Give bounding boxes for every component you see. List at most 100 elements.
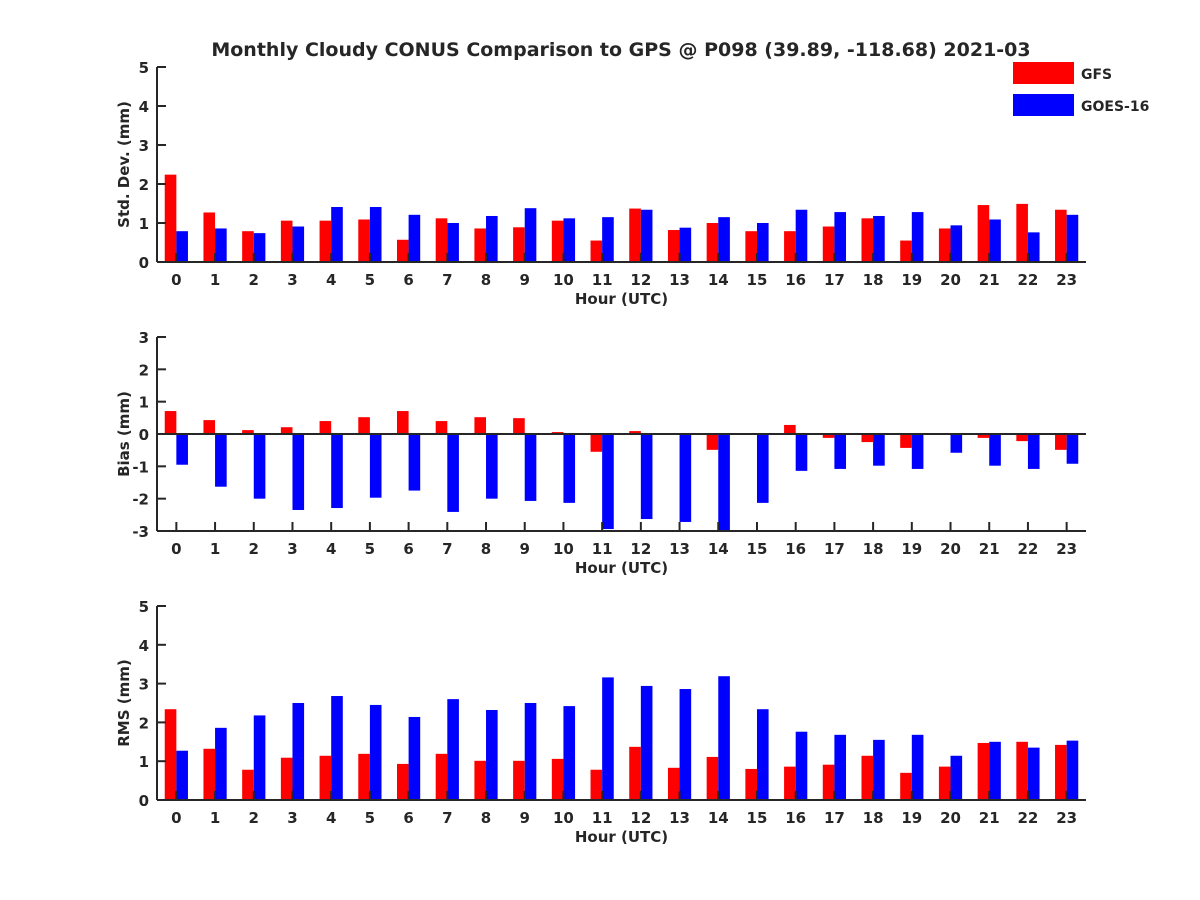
x-tick-label: 0 [171,809,181,827]
x-tick-label: 21 [979,809,1000,827]
bar-gfs-hour-2 [242,430,254,434]
bar-gfs-hour-12 [629,431,641,434]
x-tick-label: 14 [708,540,729,558]
bar-goes-16-hour-18 [873,434,885,466]
x-tick-label: 9 [520,271,530,289]
bar-goes-16-hour-6 [408,716,421,800]
y-tick-label: 2 [139,714,149,732]
x-tick-label: 2 [249,540,259,558]
legend-swatch-gfs [1013,62,1074,84]
bar-gfs-hour-8 [474,417,487,434]
x-tick-label: 18 [863,540,884,558]
bar-goes-16-hour-14 [718,676,730,800]
bar-goes-16-hour-8 [486,215,498,262]
legend-swatch-goes-16 [1013,94,1074,116]
bar-goes-16-hour-2 [253,715,266,800]
bar-gfs-hour-2 [242,769,254,800]
bar-goes-16-hour-20 [950,755,963,800]
bar-goes-16-hour-9 [524,208,537,262]
bar-goes-16-hour-0 [176,434,188,465]
bar-gfs-hour-19 [900,434,912,448]
legend: GFS GOES-16 [1013,62,1149,116]
y-tick-label: 5 [139,598,149,616]
bar-gfs-hour-1 [203,212,216,262]
bar-goes-16-hour-4 [331,434,343,509]
bar-gfs-hour-16 [784,231,796,262]
bar-goes-16-hour-19 [911,734,924,800]
y-tick-label: 3 [139,676,149,694]
x-axis-label: Hour (UTC) [575,290,668,308]
bar-gfs-hour-7 [435,218,448,262]
bar-goes-16-hour-8 [486,709,498,800]
bar-gfs-hour-12 [629,208,641,262]
bar-goes-16-hour-17 [834,734,847,800]
x-tick-label: 10 [553,540,574,558]
x-tick-label: 5 [365,540,375,558]
bar-goes-16-hour-1 [215,434,227,487]
bar-goes-16-hour-16 [795,209,808,262]
x-tick-label: 17 [824,809,845,827]
bar-goes-16-hour-16 [795,731,808,800]
x-tick-label: 9 [520,540,530,558]
x-tick-label: 15 [747,809,768,827]
x-tick-label: 1 [210,809,220,827]
bar-gfs-hour-18 [861,218,874,262]
bar-gfs-hour-5 [358,219,370,262]
y-tick-label: 0 [139,426,149,444]
x-tick-label: 3 [287,809,297,827]
bar-goes-16-hour-11 [602,677,614,800]
bar-goes-16-hour-5 [369,704,382,800]
bar-goes-16-hour-23 [1066,214,1079,262]
x-tick-label: 18 [863,809,884,827]
bar-goes-16-hour-0 [176,750,188,800]
bar-gfs-hour-19 [900,772,912,800]
bar-goes-16-hour-7 [447,223,459,262]
bar-goes-16-hour-10 [563,434,576,503]
bar-gfs-hour-23 [1055,744,1067,800]
bar-gfs-hour-7 [435,753,448,800]
bar-gfs-hour-22 [1016,741,1028,800]
x-tick-label: 2 [249,809,259,827]
bar-gfs-hour-10 [551,758,564,800]
bar-goes-16-hour-12 [640,685,653,800]
x-tick-label: 4 [326,271,336,289]
bar-goes-16-hour-1 [215,228,227,262]
bar-gfs-hour-23 [1055,209,1067,262]
x-axis-label: Hour (UTC) [575,559,668,577]
bar-gfs-hour-6 [396,411,409,434]
bar-goes-16-hour-15 [756,434,769,503]
bar-gfs-hour-13 [667,230,680,262]
y-tick-label: -2 [132,491,149,509]
bar-gfs-hour-8 [474,228,487,262]
bar-goes-16-hour-15 [756,223,769,262]
x-tick-label: 0 [171,540,181,558]
x-tick-label: 4 [326,540,336,558]
y-tick-label: 4 [139,637,149,655]
x-tick-label: 14 [708,809,729,827]
bar-gfs-hour-10 [551,220,564,262]
x-tick-label: 8 [481,271,491,289]
bar-gfs-hour-12 [629,746,641,800]
x-tick-label: 10 [553,809,574,827]
y-axis-label: Std. Dev. (mm) [115,101,133,228]
y-tick-label: 1 [139,753,149,771]
bar-goes-16-hour-10 [563,218,576,262]
bar-goes-16-hour-18 [873,739,885,800]
x-tick-label: 1 [210,271,220,289]
x-tick-label: 19 [901,271,922,289]
x-tick-label: 23 [1056,809,1077,827]
bar-gfs-hour-5 [358,417,370,434]
x-tick-label: 22 [1018,271,1039,289]
x-tick-label: 11 [592,271,613,289]
bar-gfs-hour-14 [706,756,719,800]
bar-goes-16-hour-6 [408,214,421,262]
bar-gfs-hour-16 [784,766,796,800]
x-tick-label: 16 [785,271,806,289]
bar-gfs-hour-3 [280,757,293,800]
bar-gfs-hour-4 [319,220,332,262]
x-tick-label: 13 [669,271,690,289]
bar-gfs-hour-1 [203,748,216,800]
bar-gfs-hour-21 [977,434,990,438]
bar-goes-16-hour-19 [911,434,924,469]
